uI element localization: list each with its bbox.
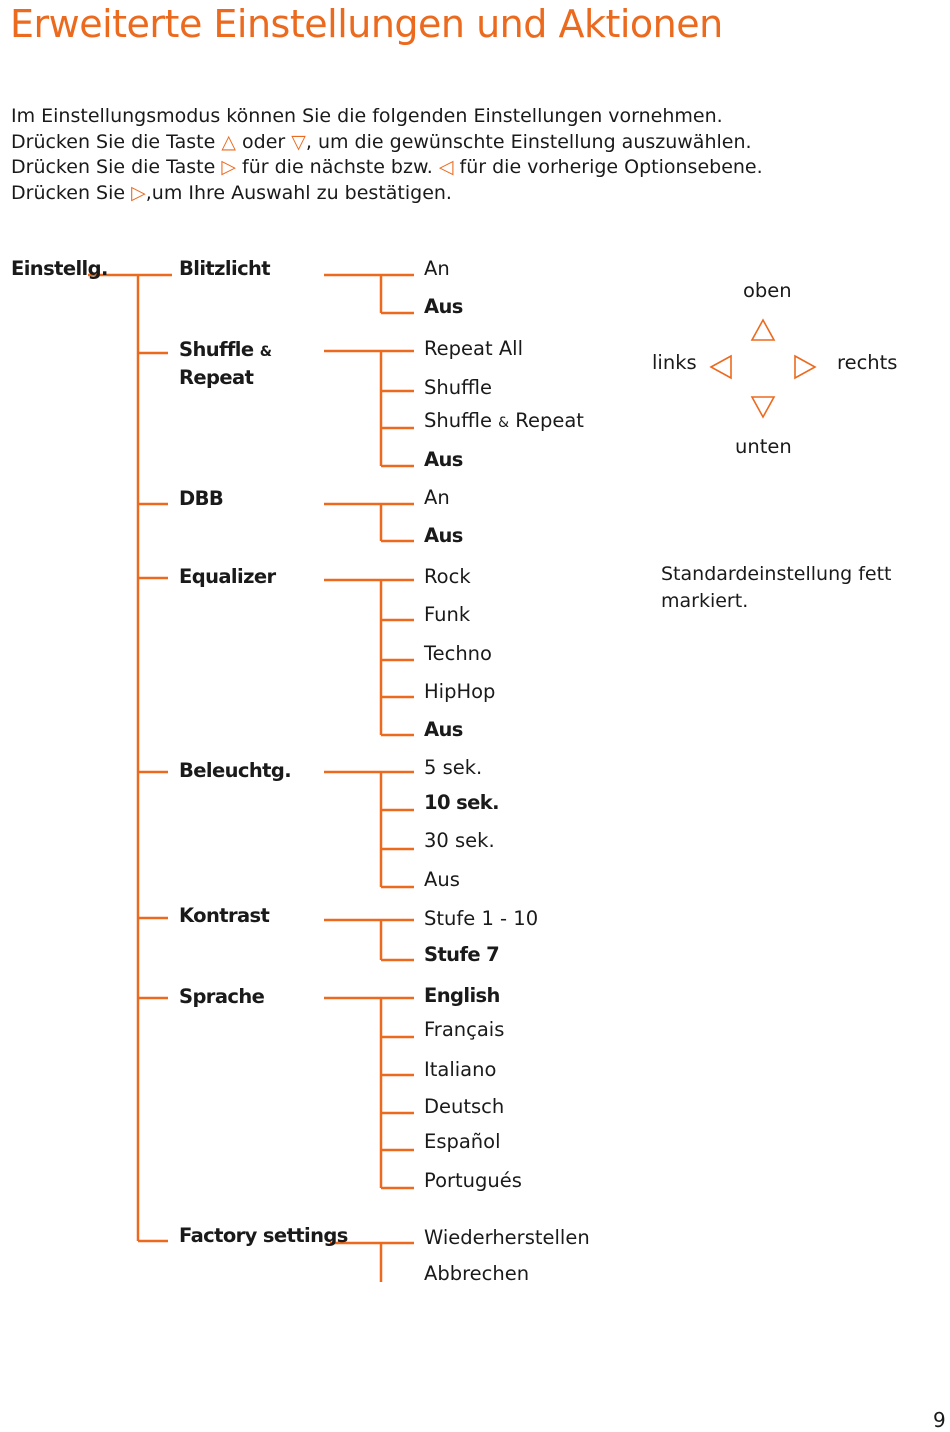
option-item: 5 sek. bbox=[424, 756, 483, 779]
option-item-default: Aus bbox=[424, 295, 463, 318]
category-dbb: DBB bbox=[179, 487, 224, 510]
intro-line-2: Drücken Sie die Taste △ oder ▽, um die g… bbox=[11, 130, 752, 153]
option-item: An bbox=[424, 486, 450, 509]
option-item: Techno bbox=[424, 642, 492, 665]
option-item: Funk bbox=[424, 603, 471, 626]
option-item: Français bbox=[424, 1018, 505, 1041]
up-triangle-icon: △ bbox=[221, 130, 236, 153]
dpad-right-label: rechts bbox=[837, 351, 898, 374]
option-item-default: Aus bbox=[424, 448, 463, 471]
category-beleuchtg: Beleuchtg. bbox=[179, 759, 292, 782]
category-factory-settings: Factory settings bbox=[179, 1224, 348, 1247]
option-item-default: Aus bbox=[424, 524, 463, 547]
dpad-left-label: links bbox=[652, 351, 697, 374]
option-item: Rock bbox=[424, 565, 471, 588]
category-blitzlicht: Blitzlicht bbox=[179, 257, 271, 280]
intro-line-3: Drücken Sie die Taste ▷ für die nächste … bbox=[11, 156, 763, 178]
intro-line-1: Im Einstellungsmodus können Sie die folg… bbox=[11, 105, 723, 127]
option-item: HipHop bbox=[424, 680, 496, 703]
option-item: An bbox=[424, 257, 450, 280]
triangle-up-icon bbox=[750, 318, 776, 341]
tree-root-label: Einstellg. bbox=[11, 257, 108, 280]
default-setting-note: Standardeinstellung fett markiert. bbox=[661, 563, 892, 612]
option-item: Shuffle bbox=[424, 376, 492, 399]
down-triangle-icon: ▽ bbox=[291, 130, 306, 153]
triangle-left-icon bbox=[709, 354, 732, 380]
triangle-right-icon bbox=[794, 354, 817, 380]
page-number: 9 bbox=[933, 1408, 946, 1432]
option-item: Portugués bbox=[424, 1169, 522, 1192]
page-title: Erweiterte Einstellungen und Aktionen bbox=[10, 2, 723, 46]
dpad-up-label: oben bbox=[743, 279, 792, 302]
right-triangle-icon: ▷ bbox=[221, 156, 236, 178]
option-item: Stufe 1 - 10 bbox=[424, 907, 539, 930]
option-item: Español bbox=[424, 1130, 501, 1153]
option-item: 30 sek. bbox=[424, 829, 495, 852]
option-item-default: 10 sek. bbox=[424, 791, 500, 814]
option-item: Shuffle & Repeat bbox=[424, 409, 584, 432]
option-item: Aus bbox=[424, 868, 460, 891]
dpad-down-label: unten bbox=[735, 435, 792, 458]
option-item: Repeat All bbox=[424, 337, 524, 360]
category-equalizer: Equalizer bbox=[179, 565, 276, 588]
category-kontrast: Kontrast bbox=[179, 904, 270, 927]
intro-text: Im Einstellungsmodus können Sie die folg… bbox=[11, 104, 763, 206]
left-triangle-icon: ◁ bbox=[438, 156, 454, 178]
option-item-default: Aus bbox=[424, 718, 463, 741]
intro-line-4: Drücken Sie ▷,um Ihre Auswahl zu bestäti… bbox=[11, 181, 452, 204]
option-item: Italiano bbox=[424, 1058, 497, 1081]
option-item: Deutsch bbox=[424, 1095, 505, 1118]
right-triangle-icon: ▷ bbox=[131, 181, 146, 204]
triangle-down-icon bbox=[750, 396, 776, 419]
option-item: Wiederherstellen bbox=[424, 1226, 590, 1249]
option-item: Abbrechen bbox=[424, 1262, 530, 1285]
option-item-default: English bbox=[424, 984, 500, 1007]
category-sprache: Sprache bbox=[179, 985, 265, 1008]
option-item-default: Stufe 7 bbox=[424, 943, 500, 966]
category-shuffle-repeat: Shuffle & Repeat bbox=[179, 338, 272, 389]
